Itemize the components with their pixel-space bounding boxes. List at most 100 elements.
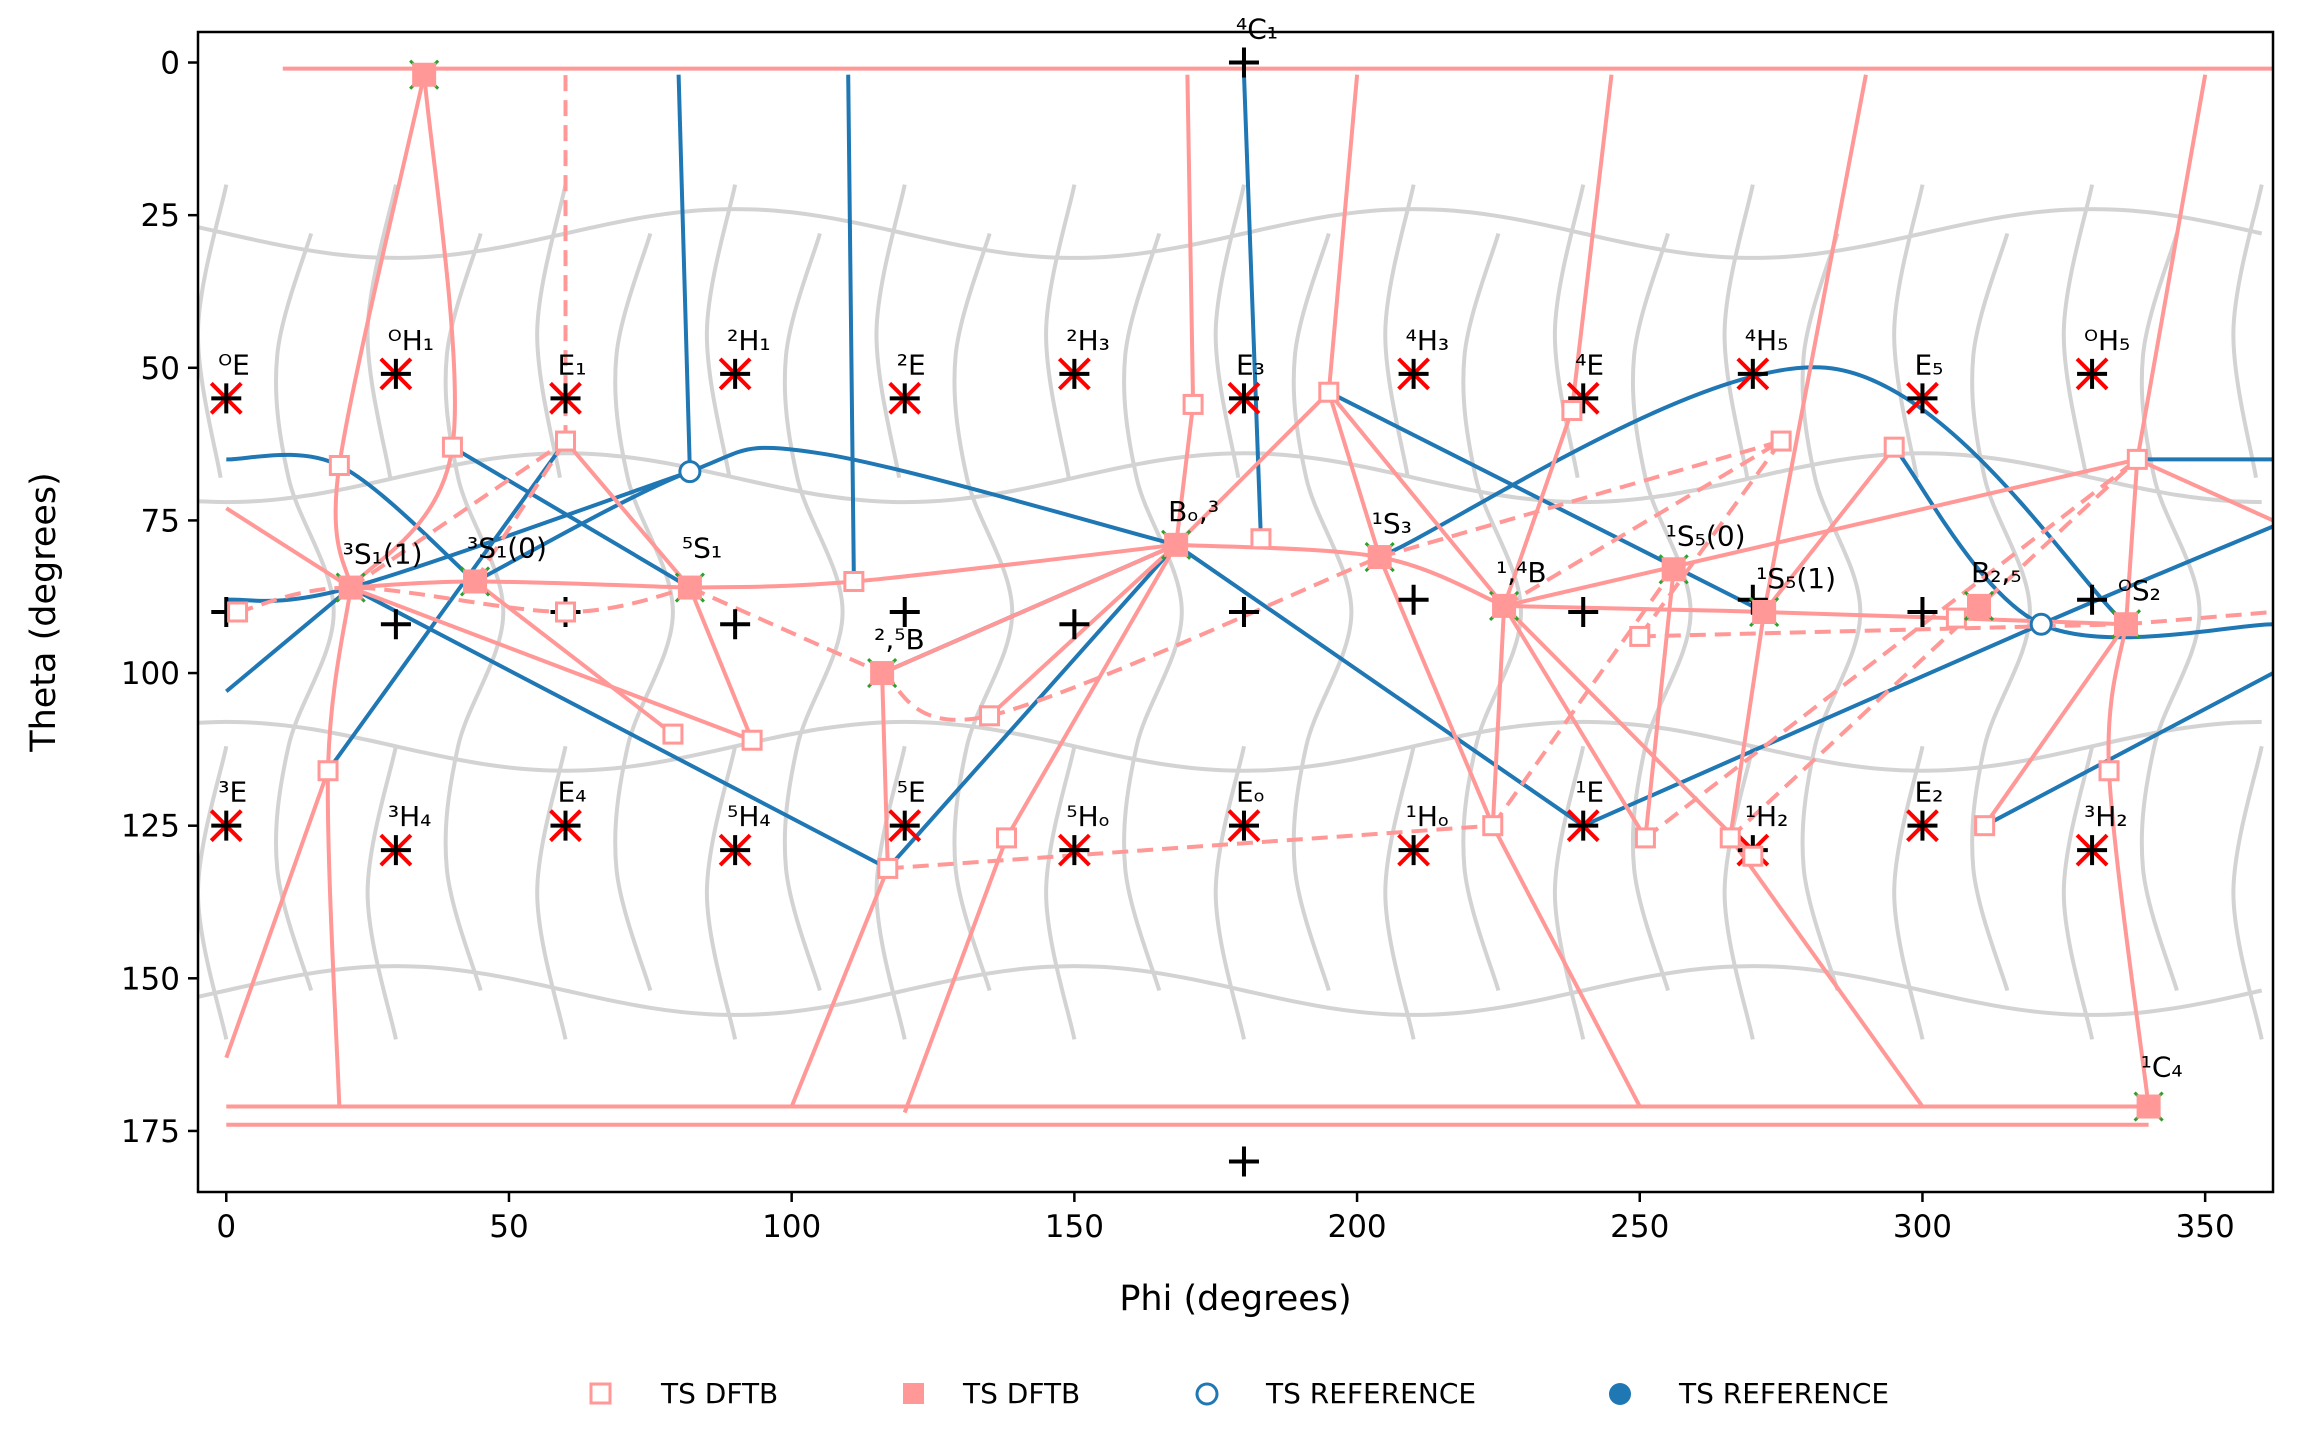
reference-path (886, 543, 1178, 870)
canonical-conformer-plus-marker (1059, 835, 1090, 866)
dftb-path-dashed (1503, 439, 1783, 608)
dftb-path (1174, 404, 1196, 546)
dftb-path (689, 542, 1177, 590)
ts-dftb-open-square (1629, 625, 1651, 647)
mesh-seam (365, 745, 398, 1040)
dftb-path (789, 867, 890, 1108)
conformer-label: E₂ (1914, 776, 1943, 809)
ts-dftb-open-square (996, 827, 1018, 849)
mesh-seam (1122, 232, 1184, 992)
reference-path (226, 469, 691, 603)
dftb-path (325, 587, 353, 1107)
conformer-label: ¹Hₒ (1406, 800, 1450, 833)
reference-path (1174, 543, 1585, 828)
mesh-seam (1213, 184, 1246, 479)
mesh-seam (1213, 745, 1246, 1040)
plus-marker (720, 609, 751, 640)
ts-dftb-open-square (2126, 448, 2148, 470)
ts-dftb-open-square (317, 760, 339, 782)
x-tick-label: 200 (1327, 1209, 1386, 1245)
conformer-label: ᴼS₂ (2118, 574, 2161, 607)
x-tick-label: 350 (2176, 1209, 2235, 1245)
conformer-label: Bₒ,³ (1168, 495, 1219, 528)
mesh-seam (1291, 232, 1354, 992)
mesh-seam (274, 232, 336, 992)
canonical-conformer-plus-marker (1059, 358, 1090, 389)
plus-marker (2077, 584, 2108, 615)
ts-dftb-filled-square (2136, 1094, 2161, 1119)
dftb-path (881, 542, 1177, 675)
conformer-label: ¹S₅(0) (1666, 519, 1746, 552)
dftb-path (1327, 390, 1506, 608)
mesh-seam (1722, 184, 1755, 479)
canonical-conformer-plus-marker (380, 835, 411, 866)
mesh-seam (443, 232, 506, 992)
ts-dftb-filled-square (1752, 600, 1777, 624)
conformer-label: ³S₁(0) (467, 531, 547, 564)
ts-dftb-open-square (1770, 430, 1792, 452)
dftb-path (333, 74, 427, 588)
conformer-label: E₅ (1914, 348, 1943, 381)
reference-path (349, 585, 889, 871)
conformer-label: ²H₁ (727, 324, 771, 357)
mesh-seam (874, 184, 907, 479)
mesh-seam (1722, 745, 1755, 1040)
dftb-path (1502, 604, 1755, 858)
mesh-seam (1552, 184, 1586, 479)
reference-path (1983, 671, 2273, 828)
ts-dftb-open-square (328, 454, 350, 476)
canonical-conformer-plus-marker (1398, 835, 1429, 866)
ts-dftb-open-square (1634, 827, 1656, 849)
conformer-label: ⁵Hₒ (1066, 800, 1110, 833)
ts-dftb-open-square (555, 430, 577, 452)
y-tick-label: 125 (121, 809, 180, 845)
canonical-conformer-plus-marker (889, 810, 920, 841)
canonical-conformer-plus-marker (1228, 810, 1259, 841)
dftb-path (1728, 836, 1925, 1108)
conformer-label: ³H₂ (2084, 800, 2128, 833)
mesh-seam (2061, 184, 2095, 479)
reference-path (451, 445, 691, 590)
dftb-path (1762, 74, 1868, 613)
legend-filled-circle-marker (1609, 1383, 1631, 1405)
dftb-path-dashed (349, 439, 567, 590)
marker-layer (209, 47, 2164, 1177)
conformer-label: B₂,₅ (1971, 556, 2022, 589)
ts-reference-open-circle (2029, 612, 2053, 636)
ts-dftb-open-square (441, 436, 463, 458)
conformer-label: Eₒ (1236, 776, 1265, 809)
conformer-label: ²,⁵B (874, 623, 925, 656)
legend-label-ts-dftb-open: TS DFTB (660, 1377, 778, 1410)
mesh-seam (1892, 745, 1925, 1040)
ts-dftb-open-square (1742, 845, 1764, 867)
plus-marker (380, 609, 411, 640)
conformer-label: E₃ (1236, 348, 1265, 381)
canonical-conformer-plus-marker (550, 383, 581, 414)
legend: TS DFTB TS DFTB TS REFERENCE TS REFERENC… (589, 1377, 1889, 1410)
canonical-conformer-plus-marker (211, 383, 242, 414)
ts-dftb-open-square (1250, 528, 1272, 550)
mesh-seam (2061, 745, 2095, 1040)
dftb-path (1503, 457, 2138, 608)
dftb-path (2135, 74, 2208, 460)
conformer-label: ¹C₄ (2141, 1050, 2183, 1083)
dftb-path (563, 439, 692, 589)
conformer-label: ⁴H₅ (1745, 324, 1789, 357)
mesh-seam (704, 184, 738, 479)
x-tick-label: 250 (1610, 1209, 1669, 1245)
dftb-path-dashed (1379, 439, 1782, 560)
dftb-path (2136, 457, 2273, 523)
dftb-path-dashed (881, 555, 1381, 722)
dftb-path-dashed (473, 440, 568, 583)
dftb-path (1004, 543, 1178, 839)
ts-dftb-open-square (662, 723, 684, 745)
plus-marker (1228, 47, 1259, 78)
plot-frame (196, 30, 2275, 1194)
conformer-label: ⁵E (897, 776, 926, 809)
mesh-seam (2231, 745, 2264, 1040)
conformer-label: ᴼE (218, 348, 250, 381)
ts-dftb-open-square (555, 601, 577, 623)
canonical-conformer-plus-marker (380, 358, 411, 389)
